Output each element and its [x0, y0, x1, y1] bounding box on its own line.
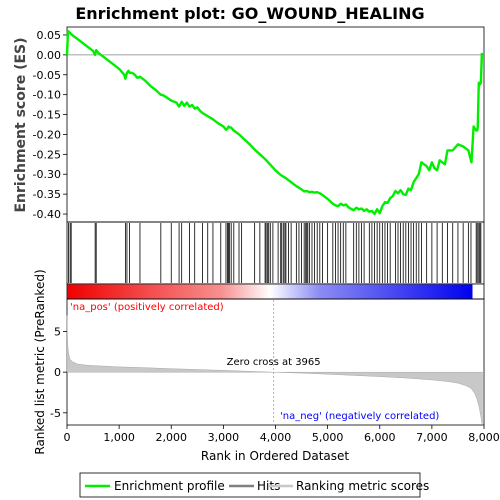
neg-annotation: 'na_neg' (negatively correlated) [280, 411, 439, 422]
zero-cross-annotation: Zero cross at 3965 [227, 357, 321, 368]
xtick-label: 0 [64, 431, 71, 444]
legend-metric-label: Ranking metric scores [296, 479, 429, 493]
es-ytick-label: -0.15 [33, 109, 61, 122]
enrichment-profile-line [65, 29, 484, 216]
xtick-label: 3,000 [208, 431, 240, 444]
es-ytick-label: -0.20 [33, 128, 61, 141]
xtick-label: 6,000 [364, 431, 396, 444]
es-axis-label: Enrichment score (ES) [13, 37, 29, 212]
x-axis-label: Rank in Ordered Dataset [201, 449, 349, 463]
xtick-label: 7,000 [416, 431, 448, 444]
metric-ytick-label: -5 [50, 407, 61, 420]
es-panel-frame [66, 26, 485, 223]
es-ytick-label: -0.10 [33, 89, 61, 102]
chart-title: Enrichment plot: GO_WOUND_HEALING [75, 4, 424, 23]
es-ytick-label: -0.40 [33, 208, 61, 221]
es-ytick-label: -0.35 [33, 188, 61, 201]
pos-annotation: 'na_pos' (positively correlated) [70, 302, 224, 313]
es-ytick-label: -0.25 [33, 148, 61, 161]
ranking-metric-area [66, 315, 483, 426]
xtick-label: 2,000 [156, 431, 188, 444]
xtick-label: 8,000 [468, 431, 500, 444]
legend-profile-label: Enrichment profile [114, 479, 225, 493]
metric-ytick-label: 5 [54, 326, 61, 339]
ranking-color-gradient [67, 284, 473, 299]
legend: Enrichment profile Hits Ranking metric s… [79, 472, 429, 498]
metric-ytick-label: 0 [54, 366, 61, 379]
metric-axis-label: Ranked list metric (PreRanked) [33, 269, 47, 454]
xtick-label: 5,000 [312, 431, 344, 444]
es-ytick-label: 0.00 [37, 49, 62, 62]
xtick-label: 4,000 [260, 431, 292, 444]
es-ytick-label: -0.05 [33, 69, 61, 82]
es-ytick-label: -0.30 [33, 168, 61, 181]
es-ytick-label: 0.05 [37, 29, 62, 42]
xtick-label: 1,000 [103, 431, 135, 444]
